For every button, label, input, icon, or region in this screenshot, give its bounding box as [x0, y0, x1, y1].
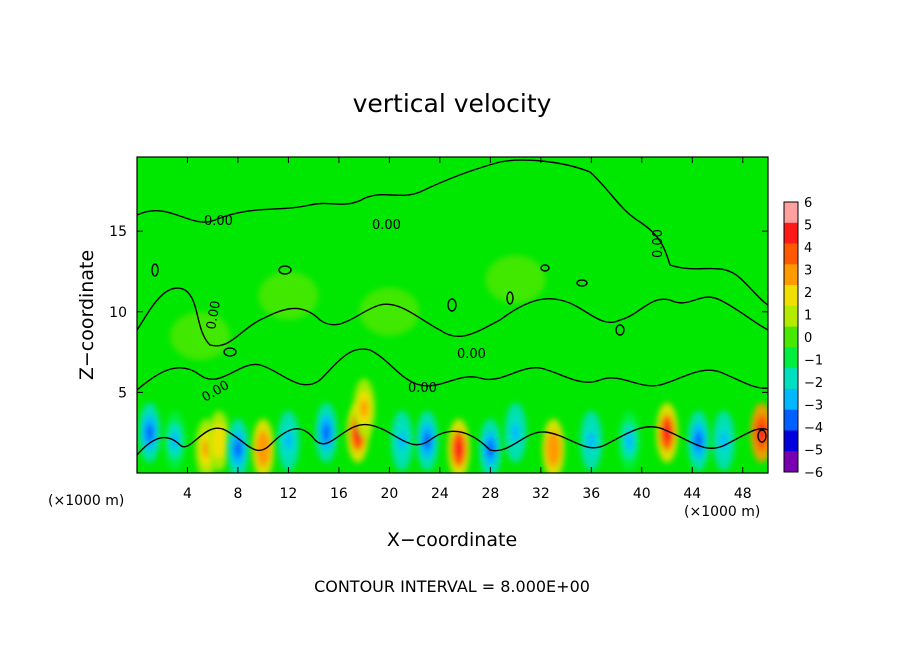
colorbar-swatch: [784, 243, 798, 265]
colorbar-tick-label: −2: [804, 376, 823, 391]
contour-label: 0.00: [408, 381, 437, 396]
velocity-cell: [252, 418, 275, 473]
velocity-cell: [656, 402, 679, 463]
colorbar-tick-label: 4: [804, 241, 812, 256]
velocity-cell: [618, 410, 641, 471]
x-axis: 4 8 12 16 20 24 28 32 36 40 44 48: [183, 157, 752, 502]
colorbar-swatch: [784, 285, 798, 307]
contour-label: 0.00: [651, 229, 666, 258]
chart-title: vertical velocity: [353, 89, 552, 118]
velocity-cell: [485, 255, 546, 304]
y-axis: 5 10 15: [109, 224, 768, 401]
contour-ring-b: [447, 298, 457, 312]
contour-ring-e: [576, 279, 588, 287]
colorbar-tick-label: −4: [804, 421, 823, 436]
velocity-cell: [712, 410, 735, 471]
colorbar-tick-label: −5: [804, 444, 823, 459]
colorbar-tick-label: −6: [804, 466, 823, 481]
colorbar-swatch: [784, 388, 798, 411]
velocity-cell: [504, 402, 527, 463]
velocity-cell: [479, 418, 502, 473]
y-axis-title: Z−coordinate: [76, 250, 98, 380]
velocity-cell: [416, 410, 439, 471]
contour-ring-f: [615, 324, 625, 336]
contour-ring-d: [506, 291, 514, 305]
x-tick-label: 32: [532, 486, 550, 502]
x-tick-label: 28: [481, 486, 499, 502]
velocity-cell: [687, 410, 710, 471]
contour-ring-a: [278, 265, 292, 275]
contour-line-upper: [137, 159, 768, 306]
plot-area: 0.00 0.00 0.00 0.00 0.00 0.00 0.00: [136, 156, 769, 474]
contour-interval-note: CONTOUR INTERVAL = 8.000E+00: [314, 577, 590, 596]
colorbar-swatch: [784, 368, 798, 390]
colorbar-swatch: [784, 347, 798, 369]
zero-contours: [137, 159, 768, 456]
plot-frame: [136, 156, 769, 474]
contour-line-mid: [137, 287, 768, 347]
colorbar-swatch: [784, 430, 798, 452]
x-unit-left: (×1000 m): [48, 493, 124, 509]
velocity-cell: [315, 402, 338, 463]
contour-label: 0.00: [372, 218, 401, 233]
y-tick-label: 15: [109, 224, 127, 240]
velocity-cell: [170, 311, 231, 360]
x-tick-label: 16: [330, 486, 348, 502]
velocity-cell: [750, 402, 768, 463]
velocity-cell: [542, 418, 565, 473]
x-axis-title: X−coordinate: [387, 529, 517, 551]
colorbar-swatch: [784, 326, 798, 348]
colorbar-tick-label: 1: [804, 309, 812, 324]
y-tick-label: 5: [118, 385, 127, 401]
colorbar-tick-label: 5: [804, 219, 812, 234]
colorbar-tick-label: 6: [804, 196, 812, 211]
velocity-cell: [447, 418, 470, 473]
velocity-cell: [359, 287, 420, 336]
colorbar-swatch: [784, 202, 798, 224]
velocity-cells: [138, 255, 768, 473]
contour-label: 0.00: [457, 347, 486, 362]
x-tick-label: 48: [734, 486, 752, 502]
contour-ring-g: [757, 429, 767, 443]
x-tick-label: 40: [633, 486, 651, 502]
contour-ring-h: [223, 347, 237, 357]
contour-line-low: [137, 348, 768, 391]
colorbar-frame: [783, 201, 799, 473]
colorbar-tick-label: −3: [804, 399, 823, 414]
x-unit-right: (×1000 m): [684, 504, 760, 520]
contour-label: 0.00: [204, 214, 233, 229]
velocity-cell: [208, 410, 231, 471]
colorbar-swatch: [784, 451, 798, 473]
velocity-cell: [353, 378, 376, 439]
colorbar-tick-label: 0: [804, 331, 812, 346]
velocity-cell: [138, 402, 161, 463]
colorbar-swatch: [784, 409, 798, 431]
x-tick-label: 24: [431, 486, 449, 502]
x-tick-label: 8: [233, 486, 242, 502]
colorbar-swatch: [784, 305, 798, 328]
contour-label: 0.00: [204, 300, 224, 331]
velocity-cell: [226, 418, 249, 473]
x-tick-label: 12: [280, 486, 298, 502]
velocity-cell: [580, 410, 603, 471]
contour-line-bottom: [137, 423, 768, 456]
velocity-cell: [277, 410, 300, 471]
colorbar-tick-label: 3: [804, 264, 812, 279]
x-tick-label: 4: [183, 486, 192, 502]
x-tick-label: 44: [683, 486, 701, 502]
colorbar-swatch: [784, 222, 798, 245]
colorbar-tick-label: −1: [804, 354, 823, 369]
y-tick-label: 10: [109, 305, 127, 321]
x-tick-label: 36: [582, 486, 600, 502]
colorbar-tick-label: 2: [804, 286, 812, 301]
velocity-cell: [258, 271, 319, 320]
colorbar-swatch: [784, 264, 798, 286]
colorbar: 6 5 4 3 2 1 0 −1 −2 −3 −4 −5 −6: [783, 196, 823, 481]
contour-ring-i: [151, 263, 159, 277]
x-tick-label: 20: [380, 486, 398, 502]
contour-ring-c: [540, 264, 550, 272]
